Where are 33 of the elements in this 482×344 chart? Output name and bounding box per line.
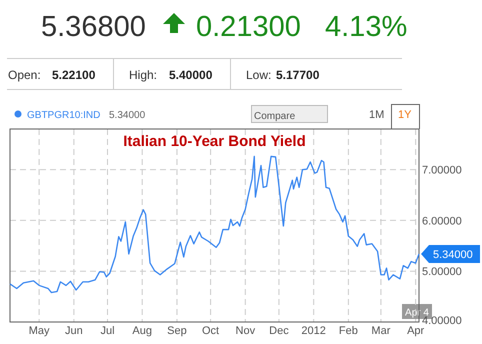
x-tick-label: Nov	[236, 325, 256, 337]
text: 5.22100	[52, 68, 96, 82]
text: Low:	[246, 68, 272, 82]
x-tick-label: Feb	[338, 325, 358, 337]
x-tick-label: May	[28, 325, 50, 337]
y-tick-label: 7.00000	[422, 164, 462, 177]
x-tick-label: Jun	[64, 325, 83, 337]
text: 5.17700	[276, 68, 320, 82]
y-tick-label: 5.00000	[422, 266, 462, 278]
text: 5.36800	[41, 11, 146, 43]
x-tick-label: Oct	[202, 325, 220, 337]
legend-label: GBTPGR10:IND	[27, 110, 100, 121]
x-tick-label: Dec	[269, 325, 290, 337]
text: 4.13%	[325, 11, 408, 43]
chart-title: Italian 10-Year Bond Yield	[123, 133, 306, 150]
x-tick-label: Sep	[167, 325, 187, 337]
x-tick-label: Jul	[100, 325, 115, 337]
text: Compare	[254, 111, 296, 122]
text: 5.40000	[169, 68, 213, 82]
text: 1Y	[398, 109, 412, 121]
x-tick-label: Aug	[132, 325, 152, 337]
text: 1M	[369, 109, 384, 121]
x-tick-label: 2012	[301, 325, 326, 337]
text: Open:	[8, 68, 41, 82]
text: 0.21300	[196, 11, 301, 43]
annotation: 5.34000	[433, 248, 473, 261]
line-series	[9, 156, 420, 294]
x-tick-label: Mar	[371, 325, 391, 337]
text: 5.34000	[109, 110, 146, 121]
y-tick-label: 4.00000	[422, 315, 462, 327]
text: High:	[129, 68, 158, 82]
y-tick-label: 6.00000	[422, 215, 462, 228]
x-tick-label: Apr	[407, 325, 425, 337]
